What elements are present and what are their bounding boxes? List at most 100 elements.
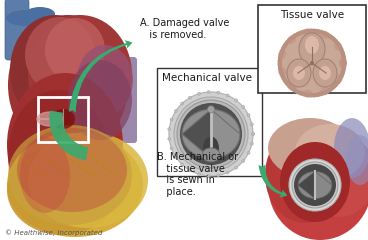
Polygon shape [298, 171, 332, 199]
Polygon shape [298, 171, 332, 199]
Circle shape [310, 61, 314, 65]
Ellipse shape [279, 68, 284, 75]
FancyBboxPatch shape [5, 0, 29, 60]
Ellipse shape [28, 15, 132, 135]
Ellipse shape [10, 15, 100, 125]
Circle shape [208, 106, 215, 113]
Ellipse shape [327, 86, 334, 92]
Circle shape [234, 166, 238, 169]
Ellipse shape [302, 28, 312, 36]
Circle shape [188, 96, 191, 99]
Ellipse shape [302, 90, 312, 98]
Circle shape [169, 92, 253, 176]
Ellipse shape [292, 87, 298, 93]
Ellipse shape [28, 132, 148, 228]
Ellipse shape [339, 46, 344, 53]
Ellipse shape [319, 66, 331, 80]
Ellipse shape [335, 79, 340, 85]
Ellipse shape [289, 85, 296, 91]
Ellipse shape [45, 18, 105, 82]
Circle shape [174, 109, 177, 112]
Ellipse shape [318, 91, 325, 96]
Ellipse shape [7, 145, 117, 235]
Ellipse shape [292, 33, 298, 39]
Ellipse shape [339, 73, 344, 80]
Circle shape [207, 174, 210, 177]
Ellipse shape [334, 118, 368, 178]
Circle shape [168, 128, 171, 131]
Ellipse shape [295, 89, 301, 95]
Circle shape [289, 159, 341, 211]
Circle shape [226, 171, 229, 174]
Ellipse shape [202, 148, 220, 162]
Ellipse shape [308, 92, 315, 97]
Circle shape [198, 173, 201, 176]
Ellipse shape [20, 137, 70, 213]
Ellipse shape [304, 92, 311, 97]
Circle shape [170, 147, 173, 150]
Polygon shape [287, 59, 311, 87]
Circle shape [226, 94, 229, 97]
Circle shape [188, 169, 191, 172]
Circle shape [282, 33, 342, 93]
Ellipse shape [301, 29, 308, 35]
Circle shape [177, 100, 245, 168]
Ellipse shape [320, 87, 330, 95]
Ellipse shape [278, 65, 283, 72]
Ellipse shape [8, 125, 132, 225]
Ellipse shape [17, 128, 127, 212]
Ellipse shape [311, 92, 318, 97]
Ellipse shape [340, 70, 345, 77]
Circle shape [217, 91, 220, 94]
Ellipse shape [277, 58, 283, 65]
Ellipse shape [321, 90, 328, 95]
Ellipse shape [327, 34, 334, 40]
Ellipse shape [268, 130, 368, 240]
Ellipse shape [278, 49, 286, 59]
Ellipse shape [278, 54, 283, 61]
Polygon shape [50, 111, 87, 160]
Ellipse shape [25, 7, 55, 21]
Ellipse shape [278, 67, 286, 77]
Ellipse shape [203, 137, 219, 161]
Circle shape [174, 156, 177, 159]
Circle shape [250, 123, 253, 126]
Ellipse shape [289, 35, 296, 41]
Text: Mechanical valve: Mechanical valve [162, 73, 252, 83]
Polygon shape [37, 119, 63, 126]
FancyArrowPatch shape [259, 165, 287, 197]
Ellipse shape [287, 35, 296, 44]
Ellipse shape [287, 82, 296, 91]
Ellipse shape [7, 73, 123, 217]
Circle shape [251, 132, 255, 136]
Ellipse shape [311, 29, 318, 34]
Ellipse shape [305, 36, 319, 54]
FancyBboxPatch shape [117, 57, 137, 143]
Ellipse shape [333, 38, 339, 44]
Circle shape [174, 97, 248, 171]
Circle shape [180, 103, 242, 165]
Polygon shape [182, 109, 240, 159]
Circle shape [198, 92, 201, 95]
Circle shape [280, 31, 344, 95]
Ellipse shape [295, 31, 301, 37]
Ellipse shape [284, 80, 290, 87]
Ellipse shape [330, 84, 336, 90]
Ellipse shape [287, 83, 293, 89]
Ellipse shape [315, 92, 321, 97]
Ellipse shape [281, 74, 286, 81]
Ellipse shape [284, 39, 290, 46]
Ellipse shape [320, 31, 330, 39]
Ellipse shape [6, 10, 46, 26]
Ellipse shape [280, 48, 285, 55]
Circle shape [250, 142, 253, 145]
Ellipse shape [295, 124, 365, 180]
Bar [38, 97, 88, 142]
Ellipse shape [333, 82, 339, 88]
Text: Tissue valve: Tissue valve [280, 10, 344, 20]
Polygon shape [37, 112, 63, 119]
Circle shape [247, 114, 250, 117]
Ellipse shape [300, 133, 368, 217]
Ellipse shape [280, 142, 350, 222]
Ellipse shape [7, 133, 143, 237]
